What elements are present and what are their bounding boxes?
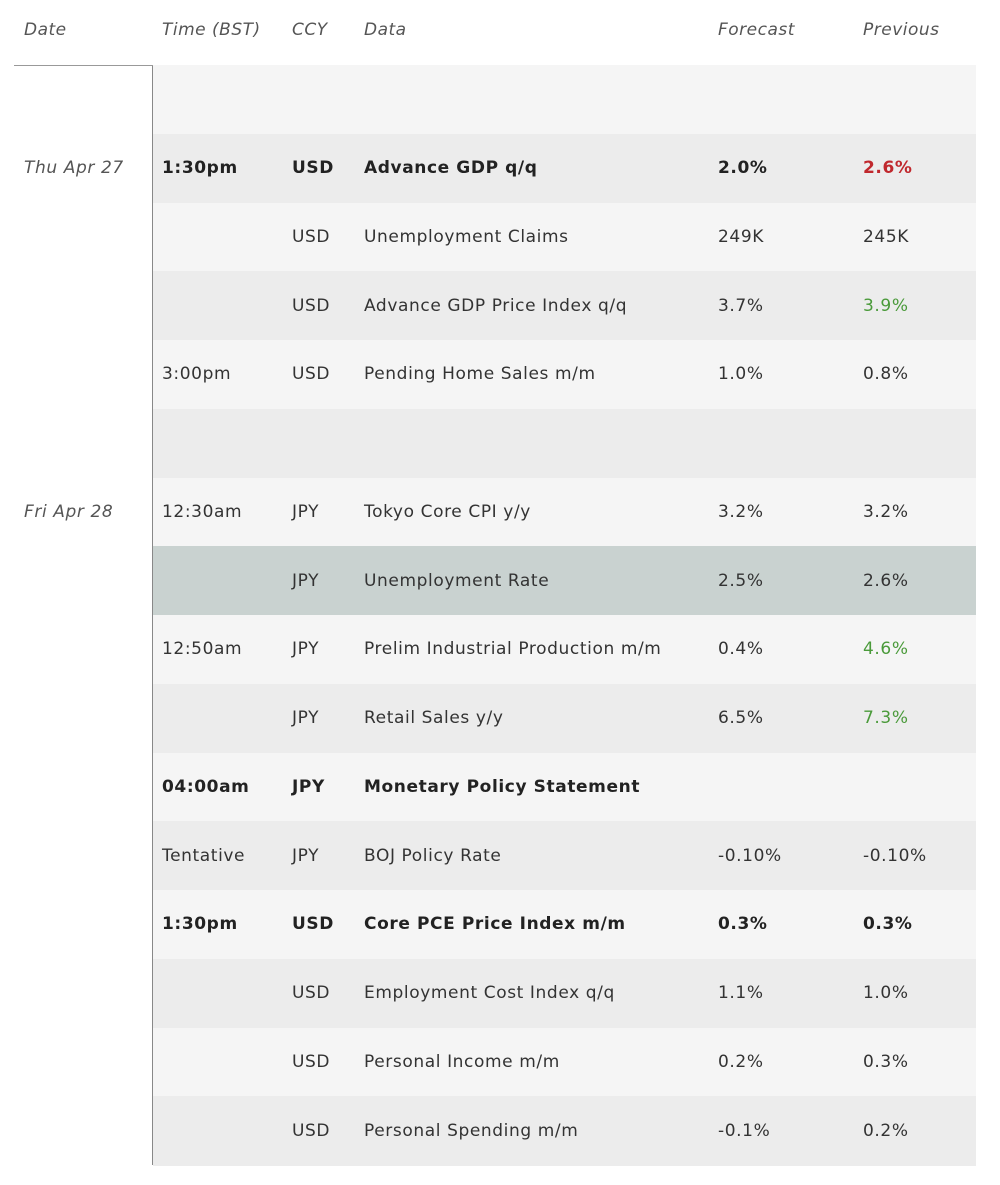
previous-cell: 0.3% <box>863 1051 909 1072</box>
forecast-cell: 3.7% <box>718 295 764 316</box>
table-row <box>153 65 976 135</box>
time-cell: 3:00pm <box>162 364 232 385</box>
forecast-cell: 0.4% <box>718 639 764 660</box>
ccy-cell: JPY <box>292 845 320 866</box>
data-cell: Unemployment Claims <box>364 226 569 247</box>
forecast-cell: 0.3% <box>718 914 768 935</box>
column-header: Data <box>364 20 407 40</box>
table-row <box>153 890 976 960</box>
table-row <box>153 133 976 203</box>
previous-cell: 4.6% <box>863 639 909 660</box>
date-cell: Thu Apr 27 <box>24 158 124 179</box>
ccy-cell: JPY <box>292 639 320 660</box>
data-cell: Core PCE Price Index m/m <box>364 914 626 935</box>
ccy-cell: USD <box>292 1051 331 1072</box>
table-row <box>153 1027 976 1097</box>
previous-cell: 3.2% <box>863 501 909 522</box>
forecast-cell: 0.2% <box>718 1051 764 1072</box>
column-header: Previous <box>863 20 940 40</box>
table-row <box>153 958 976 1028</box>
table-row <box>153 821 976 891</box>
forecast-cell: 249K <box>718 226 764 247</box>
ccy-cell: JPY <box>292 708 320 729</box>
previous-cell: 0.8% <box>863 364 909 385</box>
ccy-cell: JPY <box>292 776 325 797</box>
time-cell: Tentative <box>162 845 246 866</box>
previous-cell: 3.9% <box>863 295 909 316</box>
column-header: Date <box>24 20 67 40</box>
table-row <box>153 477 976 547</box>
data-cell: Personal Spending m/m <box>364 1120 579 1141</box>
data-cell: Unemployment Rate <box>364 570 550 591</box>
previous-cell: 245K <box>863 226 909 247</box>
ccy-cell: JPY <box>292 570 320 591</box>
column-header: Time (BST) <box>162 20 261 40</box>
previous-cell: 1.0% <box>863 983 909 1004</box>
column-header: Forecast <box>718 20 795 40</box>
ccy-cell: USD <box>292 1120 331 1141</box>
date-divider <box>152 65 153 1165</box>
table-row <box>153 546 976 616</box>
forecast-cell: 3.2% <box>718 501 764 522</box>
forecast-cell: -0.10% <box>718 845 782 866</box>
data-cell: Advance GDP q/q <box>364 158 538 179</box>
table-row <box>153 271 976 341</box>
forecast-cell: -0.1% <box>718 1120 771 1141</box>
forecast-cell: 2.5% <box>718 570 764 591</box>
previous-cell: 0.2% <box>863 1120 909 1141</box>
table-row <box>153 202 976 272</box>
ccy-cell: USD <box>292 983 331 1004</box>
column-header: CCY <box>292 20 328 40</box>
forecast-cell: 1.0% <box>718 364 764 385</box>
ccy-cell: USD <box>292 226 331 247</box>
time-cell: 1:30pm <box>162 158 238 179</box>
table-row <box>153 615 976 685</box>
data-cell: Tokyo Core CPI y/y <box>364 501 531 522</box>
previous-cell: 2.6% <box>863 158 913 179</box>
data-cell: Pending Home Sales m/m <box>364 364 596 385</box>
data-cell: Monetary Policy Statement <box>364 776 641 797</box>
time-cell: 1:30pm <box>162 914 238 935</box>
table-row <box>153 340 976 410</box>
data-cell: Employment Cost Index q/q <box>364 983 615 1004</box>
forecast-cell: 6.5% <box>718 708 764 729</box>
data-cell: Prelim Industrial Production m/m <box>364 639 662 660</box>
ccy-cell: USD <box>292 295 331 316</box>
table-row <box>153 408 976 478</box>
previous-cell: 7.3% <box>863 708 909 729</box>
previous-cell: 2.6% <box>863 570 909 591</box>
time-cell: 12:50am <box>162 639 243 660</box>
date-cell: Fri Apr 28 <box>24 501 114 522</box>
ccy-cell: USD <box>292 914 334 935</box>
ccy-cell: USD <box>292 364 331 385</box>
time-cell: 12:30am <box>162 501 243 522</box>
ccy-cell: JPY <box>292 501 320 522</box>
previous-cell: 0.3% <box>863 914 913 935</box>
previous-cell: -0.10% <box>863 845 927 866</box>
table-row <box>153 683 976 753</box>
table-row <box>153 1096 976 1166</box>
ccy-cell: USD <box>292 158 334 179</box>
data-cell: BOJ Policy Rate <box>364 845 502 866</box>
data-cell: Retail Sales y/y <box>364 708 504 729</box>
time-cell: 04:00am <box>162 776 250 797</box>
forecast-cell: 1.1% <box>718 983 764 1004</box>
data-cell: Advance GDP Price Index q/q <box>364 295 628 316</box>
forecast-cell: 2.0% <box>718 158 768 179</box>
data-cell: Personal Income m/m <box>364 1051 560 1072</box>
table-row <box>153 752 976 822</box>
